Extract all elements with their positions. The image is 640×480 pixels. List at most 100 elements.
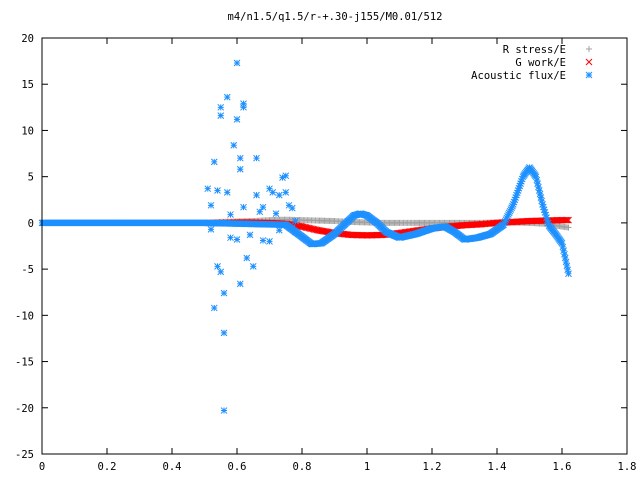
- data-point-series-3: [543, 214, 550, 222]
- data-point-series-3: [534, 180, 541, 187]
- data-point-series-3: [207, 201, 215, 209]
- data-point-series-3: [275, 191, 283, 199]
- data-point-series-3: [537, 194, 545, 201]
- legend-marker: [585, 58, 593, 66]
- data-point-series-3: [240, 103, 247, 111]
- axis-ticks: 0 0.2 0.4 0.6 0.8 1 1.2 1.4 1.6 1.8 20 15 10 5 0 -5 -10 -…: [15, 33, 636, 473]
- data-point-series-3: [500, 219, 508, 227]
- data-point-series-2: [562, 216, 570, 224]
- data-point-series-3: [511, 196, 519, 204]
- data-point-series-3: [565, 270, 572, 278]
- series-layer: [38, 59, 572, 414]
- x-tick-label: 1.6: [553, 461, 572, 473]
- data-point-series-3: [210, 304, 218, 312]
- data-point-series-3: [253, 154, 260, 162]
- data-point-series-3: [253, 191, 260, 199]
- data-point-series-3: [540, 206, 548, 214]
- data-point-series-3: [210, 158, 218, 166]
- x-tick-label: 1: [364, 461, 370, 473]
- data-point-series-3: [500, 221, 507, 229]
- data-point-series-3: [217, 103, 225, 111]
- data-point-series-3: [207, 226, 215, 233]
- data-point-series-3: [220, 289, 228, 297]
- legend-label: R stress/E: [503, 44, 566, 56]
- data-point-series-3: [542, 211, 550, 219]
- data-point-series-3: [505, 211, 512, 218]
- y-tick-label: 15: [21, 79, 34, 91]
- legend-label: G work/E: [515, 57, 566, 69]
- x-tick-label: 0.8: [293, 461, 312, 473]
- data-point-series-3: [518, 177, 525, 185]
- data-point-series-3: [266, 185, 273, 193]
- y-tick-label: 10: [21, 125, 34, 137]
- data-point-series-3: [240, 203, 247, 211]
- data-point-series-3: [563, 262, 571, 270]
- data-point-series-3: [233, 115, 241, 123]
- data-point-series-3: [561, 250, 568, 258]
- data-point-series-3: [266, 238, 273, 245]
- data-point-series-3: [517, 180, 524, 187]
- x-tick-label: 1.4: [488, 461, 507, 473]
- data-point-series-3: [510, 198, 518, 206]
- data-point-series-3: [561, 254, 569, 262]
- data-point-series-3: [236, 165, 244, 173]
- data-point-series-3: [512, 194, 520, 201]
- data-point-series-3: [233, 236, 241, 243]
- data-point-series-3: [272, 210, 280, 217]
- data-point-series-3: [539, 201, 546, 208]
- data-point-series-3: [559, 243, 567, 251]
- data-point-series-3: [513, 189, 521, 197]
- data-point-series-3: [227, 234, 234, 242]
- y-tick-label: -10: [15, 310, 34, 322]
- data-point-series-3: [562, 258, 570, 266]
- data-point-series-3: [282, 172, 290, 180]
- y-tick-label: -20: [15, 403, 34, 415]
- data-point-series-3: [539, 203, 547, 211]
- data-point-series-3: [558, 239, 566, 247]
- data-point-series-3: [259, 203, 267, 211]
- data-point-series-3: [288, 224, 296, 231]
- data-point-series-2: [563, 216, 571, 224]
- data-point-series-3: [236, 280, 244, 288]
- data-point-series-3: [217, 112, 225, 120]
- data-point-series-3: [518, 175, 526, 183]
- y-tick-label: -15: [15, 357, 34, 369]
- data-point-series-3: [220, 329, 228, 337]
- data-point-series-3: [220, 407, 228, 414]
- data-point-series-3: [292, 228, 299, 236]
- x-tick-label: 0: [39, 461, 45, 473]
- data-point-series-3: [504, 212, 511, 220]
- data-point-series-3: [509, 202, 516, 210]
- data-point-series-3: [240, 100, 247, 107]
- y-tick-label: 0: [28, 218, 34, 230]
- data-point-series-3: [282, 189, 290, 196]
- data-point-series-3: [269, 189, 277, 196]
- y-tick-label: -5: [21, 264, 34, 276]
- x-tick-label: 1.2: [423, 461, 442, 473]
- data-point-series-3: [509, 201, 517, 208]
- x-tick-label: 1.8: [618, 461, 637, 473]
- data-point-series-3: [533, 176, 541, 184]
- data-point-series-3: [507, 206, 515, 213]
- data-point-series-3: [279, 174, 286, 181]
- data-point-series-3: [506, 207, 514, 215]
- y-tick-label: -25: [15, 449, 34, 461]
- data-point-series-3: [538, 197, 546, 205]
- legend-marker: [586, 46, 592, 52]
- data-point-series-3: [214, 187, 221, 194]
- data-point-series-3: [503, 214, 511, 222]
- y-tick-label: 5: [28, 172, 34, 184]
- data-point-series-2: [297, 223, 305, 230]
- data-point-series-3: [256, 208, 264, 216]
- series-3: [38, 59, 572, 414]
- legend-label: Acoustic flux/E: [471, 70, 566, 82]
- data-point-series-3: [541, 209, 549, 216]
- data-point-series-3: [515, 184, 523, 192]
- legend-marker: [585, 71, 593, 79]
- data-point-series-3: [513, 191, 520, 199]
- data-point-series-3: [501, 217, 509, 225]
- data-point-series-3: [502, 216, 510, 224]
- data-point-series-3: [246, 231, 254, 239]
- data-point-series-3: [243, 254, 251, 262]
